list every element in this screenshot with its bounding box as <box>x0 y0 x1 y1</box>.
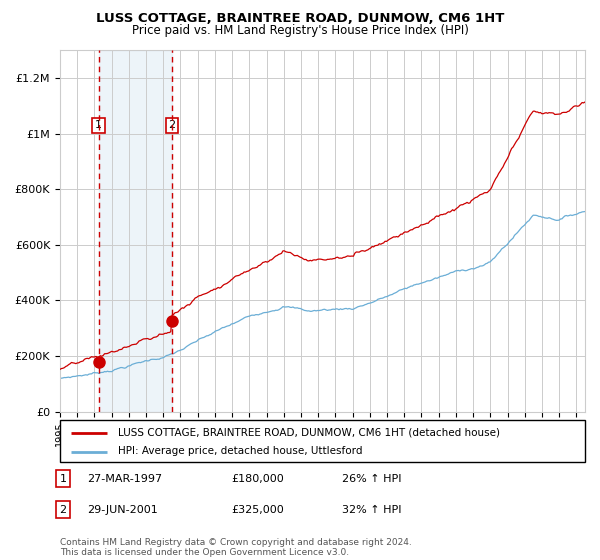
Text: £325,000: £325,000 <box>231 505 284 515</box>
Text: 27-MAR-1997: 27-MAR-1997 <box>87 474 162 484</box>
Text: 1: 1 <box>95 120 102 130</box>
Text: Contains HM Land Registry data © Crown copyright and database right 2024.
This d: Contains HM Land Registry data © Crown c… <box>60 538 412 557</box>
Bar <box>99 50 172 412</box>
Text: HPI: Average price, detached house, Uttlesford: HPI: Average price, detached house, Uttl… <box>118 446 362 456</box>
Text: Price paid vs. HM Land Registry's House Price Index (HPI): Price paid vs. HM Land Registry's House … <box>131 24 469 36</box>
Text: 29-JUN-2001: 29-JUN-2001 <box>87 505 158 515</box>
Text: 1: 1 <box>59 474 67 484</box>
Text: 2: 2 <box>169 120 175 130</box>
Text: £180,000: £180,000 <box>231 474 284 484</box>
Text: 2: 2 <box>59 505 67 515</box>
Text: LUSS COTTAGE, BRAINTREE ROAD, DUNMOW, CM6 1HT (detached house): LUSS COTTAGE, BRAINTREE ROAD, DUNMOW, CM… <box>118 428 500 437</box>
Text: 32% ↑ HPI: 32% ↑ HPI <box>342 505 401 515</box>
Text: 26% ↑ HPI: 26% ↑ HPI <box>342 474 401 484</box>
Text: LUSS COTTAGE, BRAINTREE ROAD, DUNMOW, CM6 1HT: LUSS COTTAGE, BRAINTREE ROAD, DUNMOW, CM… <box>96 12 504 25</box>
